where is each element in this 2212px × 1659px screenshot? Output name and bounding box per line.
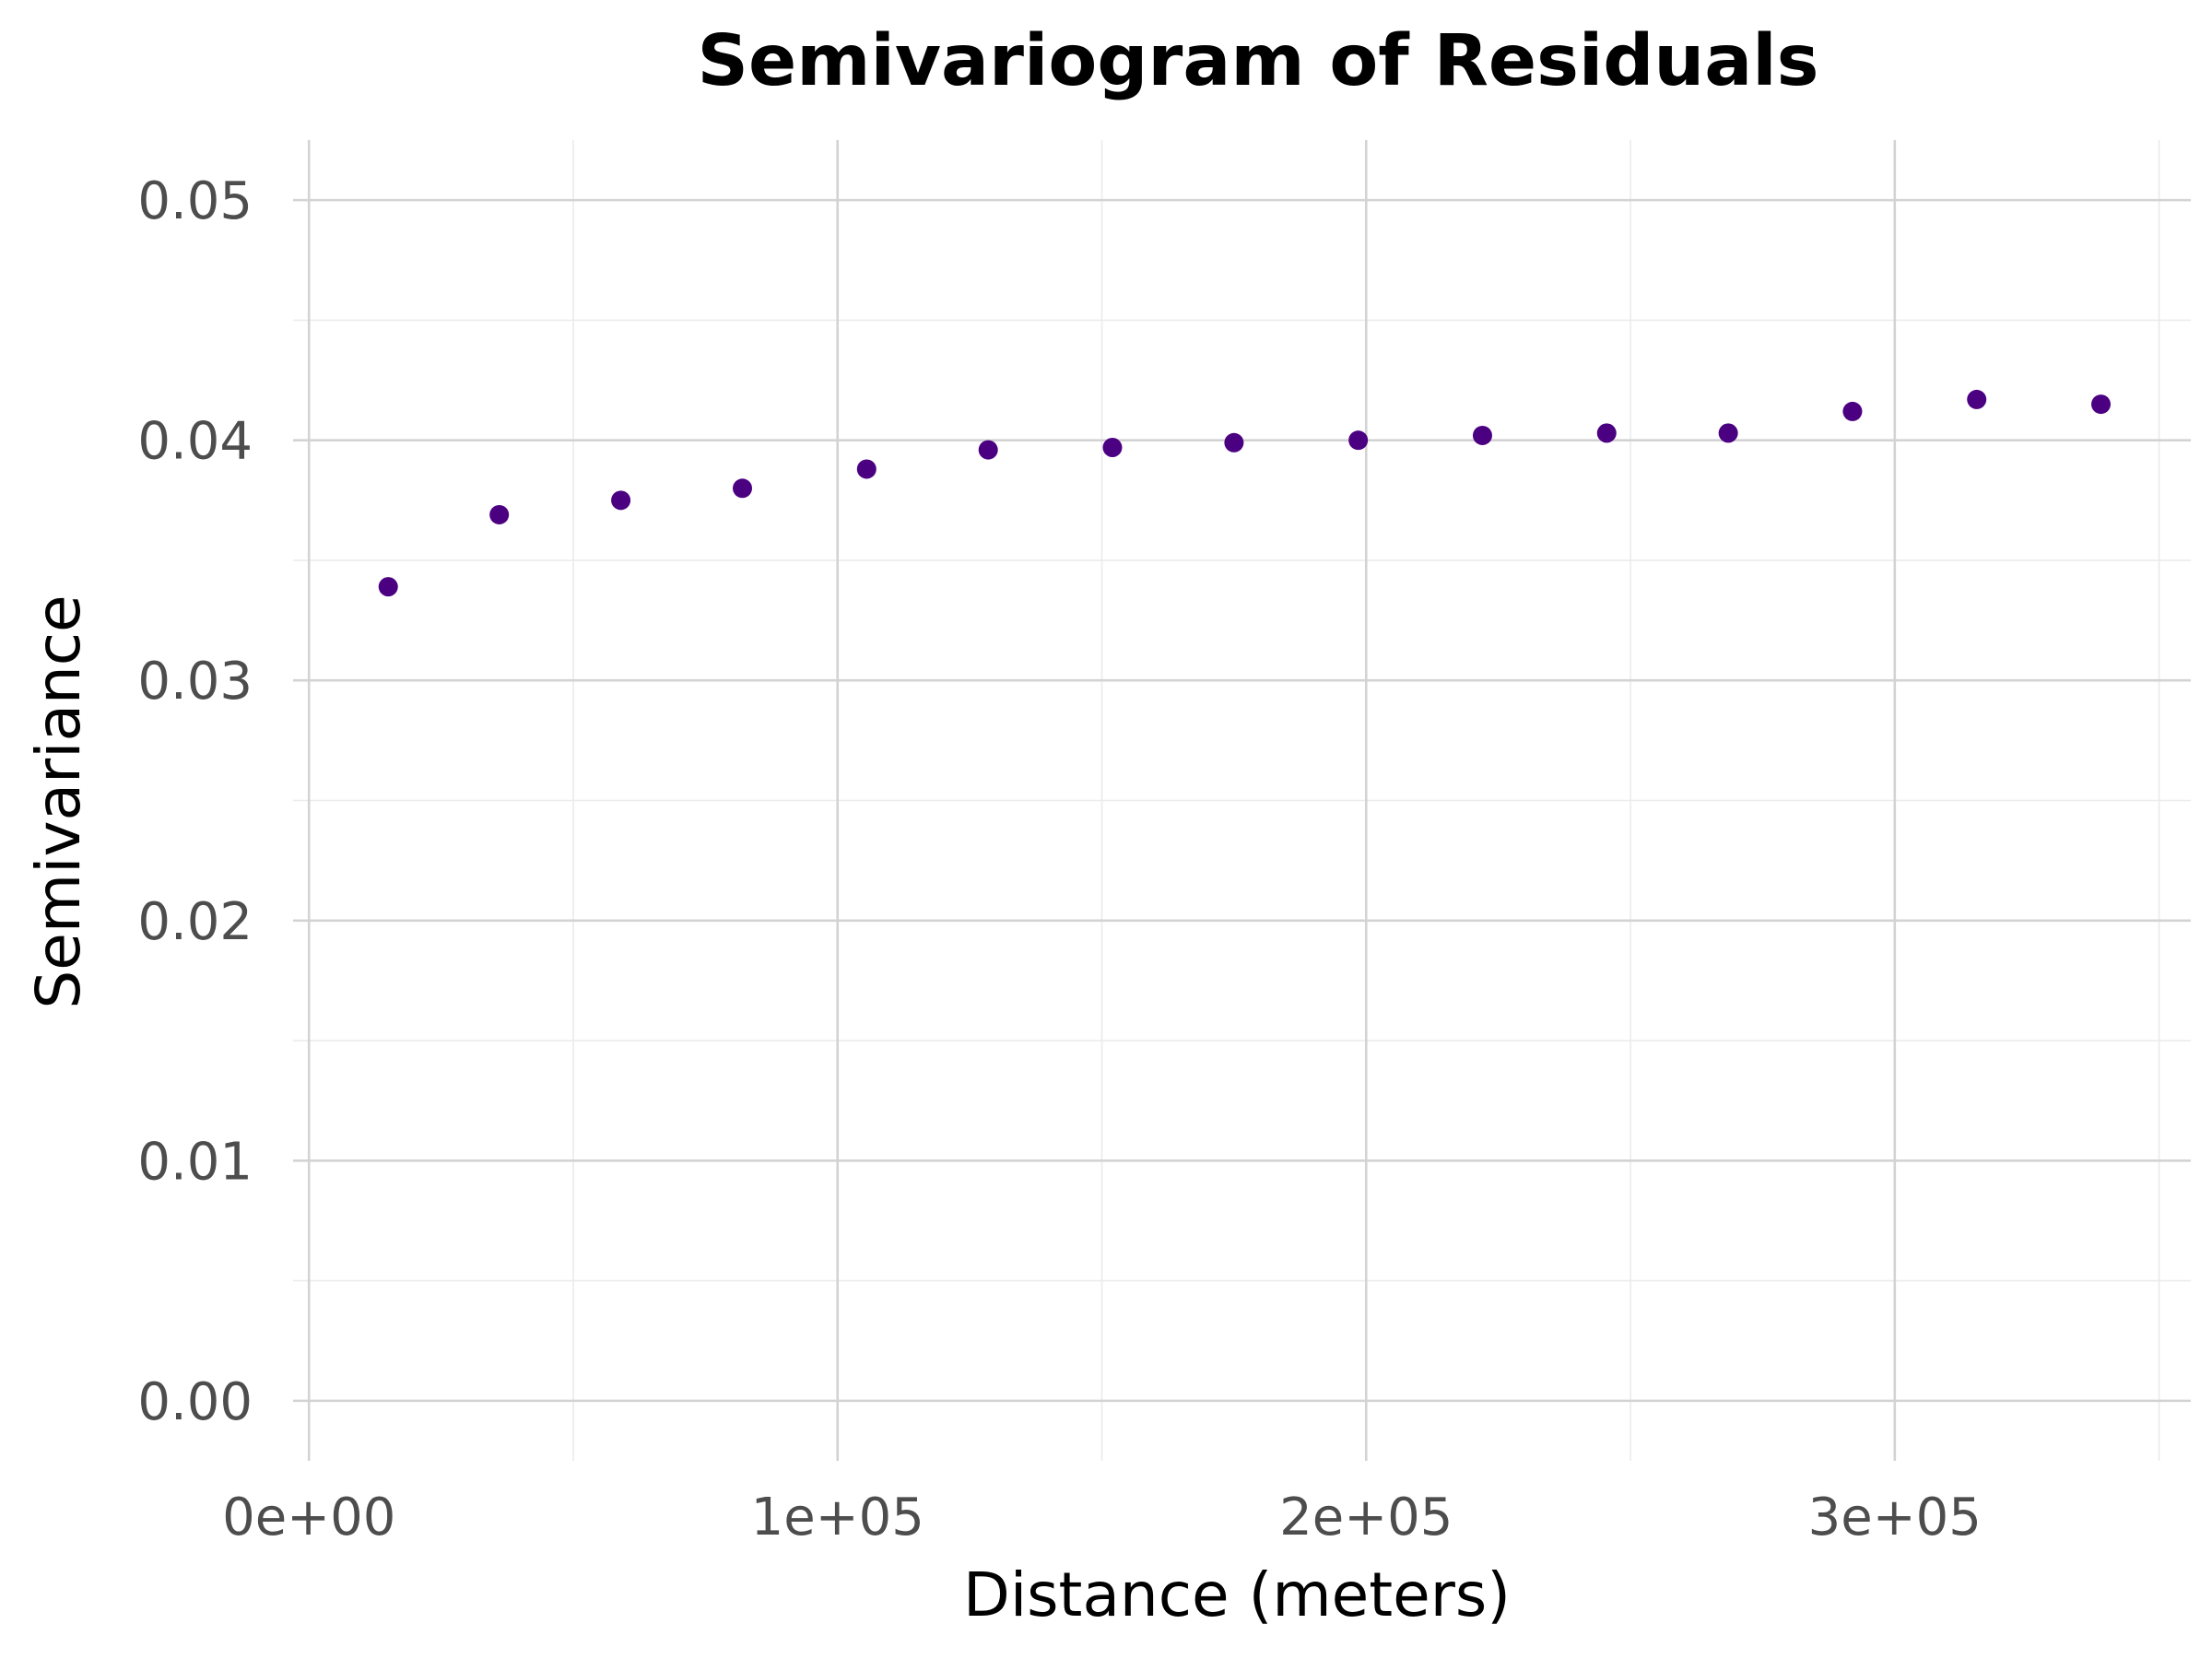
data-point	[733, 478, 753, 499]
y-tick-label: 0.02	[137, 892, 253, 952]
x-tick-label: 2e+05	[1279, 1488, 1453, 1547]
y-tick-label: 0.01	[137, 1132, 253, 1192]
data-point	[1224, 432, 1244, 453]
chart-title: Semivariogram of Residuals	[697, 20, 1819, 102]
x-tick-label: 1e+05	[751, 1488, 924, 1547]
x-tick-label: 3e+05	[1808, 1488, 1982, 1547]
data-point	[1472, 425, 1492, 445]
data-point	[1967, 389, 1987, 409]
x-axis-ticks: 0e+00 1e+05 2e+05 3e+05	[222, 1488, 1982, 1547]
data-point	[378, 577, 398, 597]
y-tick-label: 0.05	[137, 171, 253, 231]
data-point	[1596, 423, 1617, 443]
x-axis-title: Distance (meters)	[963, 1559, 1511, 1630]
data-point	[2090, 394, 2111, 415]
y-axis-title: Semivariance	[23, 594, 94, 1008]
y-axis-ticks: 0.00 0.01 0.02 0.03 0.04 0.05	[137, 171, 253, 1432]
data-point	[611, 490, 631, 511]
data-point	[1718, 423, 1738, 443]
data-point	[1842, 401, 1863, 421]
minor-gridlines	[293, 140, 2191, 1461]
data-point	[489, 504, 510, 524]
y-tick-label: 0.03	[137, 652, 253, 712]
major-gridlines	[293, 140, 2191, 1461]
y-tick-label: 0.00	[137, 1372, 253, 1432]
data-point	[978, 440, 998, 460]
data-point	[1102, 437, 1123, 457]
x-tick-label: 0e+00	[222, 1488, 395, 1547]
data-point	[1348, 430, 1369, 451]
data-point	[856, 459, 877, 479]
y-tick-label: 0.04	[137, 412, 253, 472]
data-points	[378, 389, 2111, 597]
